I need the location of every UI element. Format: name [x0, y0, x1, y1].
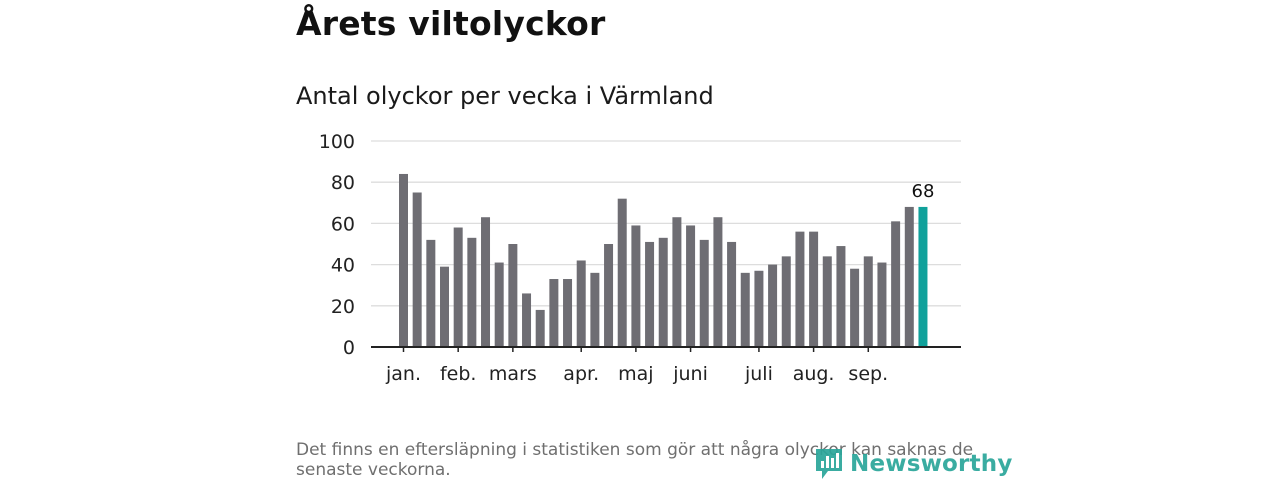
- data-labels: 68: [912, 181, 935, 202]
- bar: [522, 293, 532, 347]
- page-title: Årets viltolyckor: [296, 4, 606, 43]
- x-tick-label: juli: [744, 363, 773, 385]
- bar: [549, 279, 559, 347]
- bar-current-week: [918, 206, 928, 347]
- data-label: 68: [912, 181, 935, 202]
- bar: [863, 256, 873, 347]
- bar: [686, 225, 696, 347]
- bars: [399, 173, 928, 347]
- bar: [508, 244, 518, 347]
- brand-name: Newsworthy: [850, 451, 1013, 477]
- y-tick-label: 0: [343, 337, 355, 359]
- x-tick-label: apr.: [563, 363, 599, 385]
- x-tick-label: juni: [672, 363, 708, 385]
- bar: [590, 272, 600, 347]
- bar: [426, 239, 436, 347]
- bar: [740, 272, 750, 347]
- bar: [904, 206, 914, 347]
- bar: [713, 217, 723, 347]
- newsworthy-logo-icon: [816, 449, 842, 479]
- x-tick-label: feb.: [440, 363, 476, 385]
- bar: [699, 239, 709, 347]
- bar: [604, 244, 614, 347]
- chart-title: Antal olyckor per vecka i Värmland: [296, 82, 714, 110]
- bar: [768, 264, 778, 347]
- bar: [535, 309, 545, 347]
- bar: [822, 256, 832, 347]
- x-axis-tick-labels: jan. feb. mars apr. maj juni juli aug. sep.: [385, 347, 888, 385]
- bar: [645, 241, 655, 347]
- x-tick-label: aug.: [793, 363, 835, 385]
- bar: [453, 227, 463, 347]
- bar: [781, 256, 791, 347]
- bar: [795, 231, 805, 347]
- bar: [850, 268, 860, 347]
- footnote: Det finns en eftersläpning i statistiken…: [296, 440, 974, 480]
- bar: [617, 198, 627, 347]
- bar: [440, 266, 450, 347]
- y-tick-label: 100: [319, 131, 355, 153]
- y-tick-label: 60: [331, 213, 355, 235]
- bar: [672, 217, 682, 347]
- bar: [412, 192, 422, 347]
- bar: [563, 279, 573, 347]
- y-tick-label: 20: [331, 296, 355, 318]
- y-axis-tick-labels: 0 20 40 60 80 100: [319, 131, 355, 359]
- bar: [754, 270, 764, 347]
- bar: [877, 262, 887, 347]
- y-tick-label: 80: [331, 172, 355, 194]
- bar: [481, 217, 491, 347]
- bar: [467, 237, 477, 347]
- brand-logo: Newsworthy: [814, 446, 1013, 480]
- y-tick-label: 40: [331, 255, 355, 277]
- bar: [494, 262, 504, 347]
- x-tick-label: jan.: [385, 363, 421, 385]
- bar: [631, 225, 641, 347]
- bar: [891, 221, 901, 347]
- bar: [809, 231, 819, 347]
- x-tick-label: maj: [618, 363, 653, 385]
- bar: [836, 246, 846, 347]
- x-tick-label: sep.: [848, 363, 888, 385]
- x-tick-label: mars: [489, 363, 537, 385]
- bar: [399, 173, 408, 347]
- bar: [727, 241, 737, 347]
- bar: [658, 237, 668, 347]
- bar: [576, 260, 586, 347]
